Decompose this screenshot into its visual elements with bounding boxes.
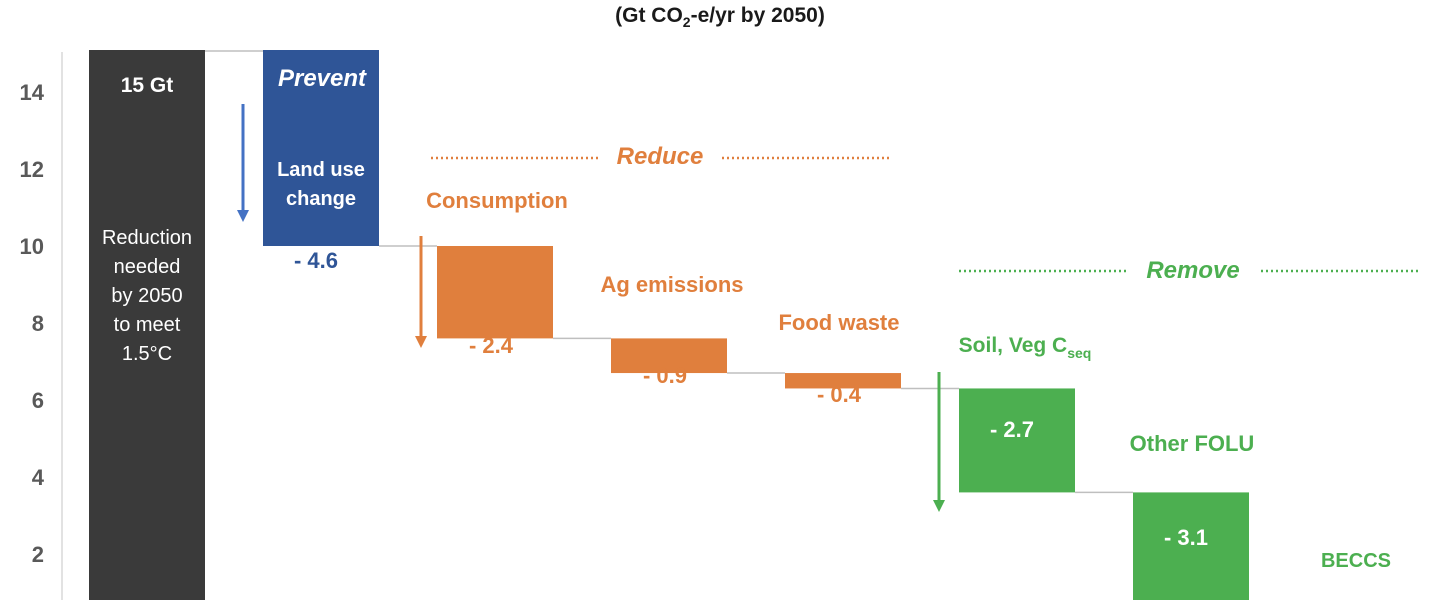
category-label: Land use <box>277 159 365 181</box>
bar-soil-veg-cseq <box>959 388 1075 493</box>
y-tick-label: 12 <box>20 157 44 182</box>
value-label: - 3.1 <box>1164 525 1208 550</box>
y-tick-label: 2 <box>32 542 44 567</box>
total-bar-label: 15 Gt <box>121 74 174 97</box>
category-label: Ag emissions <box>600 272 743 297</box>
category-label: change <box>286 188 356 210</box>
y-tick-label: 6 <box>32 388 44 413</box>
bar-ag-emissions <box>611 338 727 374</box>
total-bar-note: by 2050 <box>111 285 182 307</box>
arrow-reduce-icon-head <box>415 336 427 348</box>
bar-consumption <box>437 246 553 339</box>
y-tick-label: 14 <box>20 80 45 105</box>
category-label: Other FOLU <box>1130 431 1255 456</box>
value-label: - 0.9 <box>643 363 687 388</box>
y-tick-label: 8 <box>32 311 44 336</box>
total-bar-note: needed <box>114 256 181 278</box>
bar-land-use-change <box>263 50 379 246</box>
bar-food-waste <box>785 373 901 389</box>
total-bar-note: Reduction <box>102 227 192 249</box>
bar-other-folu <box>1133 492 1249 600</box>
value-label: - 0.4 <box>817 382 862 407</box>
group-label-remove: Remove <box>1146 257 1239 284</box>
y-tick-label: 4 <box>32 465 45 490</box>
category-label: Soil, Veg Cseq <box>959 334 1092 361</box>
chart-title: (Gt CO2-e/yr by 2050) <box>615 4 825 31</box>
category-label: Food waste <box>778 310 899 335</box>
value-label: - 2.4 <box>469 333 514 358</box>
value-label: - 2.7 <box>990 417 1034 442</box>
arrow-remove-icon-head <box>933 500 945 512</box>
category-label: Consumption <box>426 188 568 213</box>
total-bar-note: 1.5°C <box>122 343 172 365</box>
value-label: -1.1 <box>1343 590 1381 600</box>
total-bar-note: to meet <box>114 314 181 336</box>
value-label: - 4.6 <box>294 248 338 273</box>
category-label: BECCS <box>1321 550 1391 572</box>
y-tick-label: 10 <box>20 234 44 259</box>
group-label-reduce: Reduce <box>617 143 704 170</box>
total-bar <box>89 50 205 600</box>
group-label-prevent: Prevent <box>278 65 367 92</box>
arrow-prevent-icon-head <box>237 210 249 222</box>
